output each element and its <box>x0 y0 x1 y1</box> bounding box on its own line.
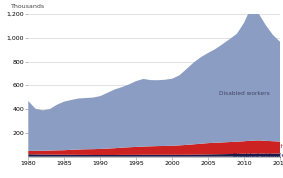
Text: Disabled workers: Disabled workers <box>219 91 270 96</box>
Text: Disabled widow(er)s: Disabled widow(er)s <box>233 153 283 158</box>
Text: Thousands: Thousands <box>11 4 45 9</box>
Text: Disabled adult children: Disabled adult children <box>233 144 283 149</box>
